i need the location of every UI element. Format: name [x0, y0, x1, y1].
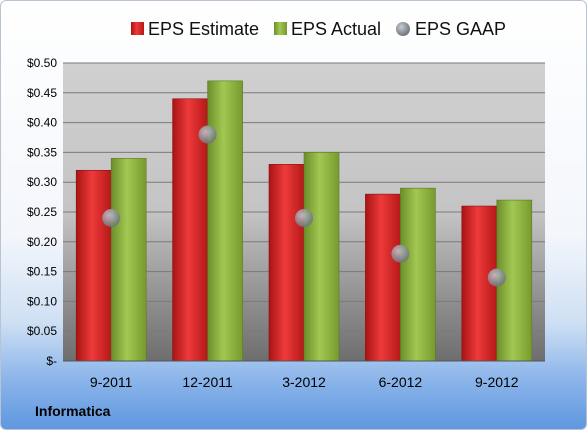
- legend-label-estimate: EPS Estimate: [148, 19, 259, 39]
- marker-eps-gaap: [295, 208, 313, 227]
- y-tick-label: $0.35: [27, 145, 57, 159]
- y-axis-ticks: $- $0.05 $0.10 $0.15 $0.20 $0.25 $0.30 $0.35 $0.…: [27, 56, 57, 368]
- y-tick-label: $0.30: [27, 175, 57, 189]
- bar-eps-estimate: [365, 193, 401, 362]
- marker-eps-gaap: [198, 125, 217, 144]
- y-tick-label: $0.25: [27, 205, 57, 219]
- legend-swatch-actual: [274, 22, 287, 35]
- x-tick-label: 9-2011: [90, 374, 133, 390]
- y-tick-label: $0.45: [27, 86, 57, 100]
- x-tick-label: 6-2012: [379, 374, 423, 390]
- marker-eps-gaap: [391, 244, 410, 263]
- legend-swatch-estimate: [131, 22, 144, 35]
- x-axis-ticks: 9-2011 12-2011 3-2012 6-2012 9-2012: [90, 374, 519, 390]
- bars: [75, 80, 533, 362]
- legend: EPS Estimate EPS Actual EPS GAAP: [131, 19, 506, 39]
- legend-swatch-gaap: [396, 22, 410, 36]
- y-tick-label: $0.40: [27, 116, 57, 130]
- x-tick-label: 9-2012: [475, 374, 519, 390]
- legend-label-actual: EPS Actual: [291, 19, 381, 39]
- marker-eps-gaap: [487, 268, 506, 287]
- bar-eps-actual: [110, 158, 147, 362]
- bar-eps-estimate: [172, 98, 208, 362]
- y-tick-label: $-: [46, 354, 57, 368]
- gaap-markers: [102, 125, 506, 287]
- y-tick-label: $0.10: [27, 294, 57, 308]
- y-tick-label: $0.50: [27, 56, 57, 70]
- legend-label-gaap: EPS GAAP: [415, 19, 506, 39]
- y-tick-label: $0.15: [27, 265, 57, 279]
- y-tick-label: $0.20: [27, 235, 57, 249]
- y-tick-label: $0.05: [27, 324, 57, 338]
- company-name: Informatica: [35, 403, 111, 419]
- bar-eps-actual: [400, 187, 436, 362]
- bar-eps-actual: [207, 80, 243, 362]
- bar-eps-estimate: [75, 169, 112, 362]
- marker-eps-gaap: [102, 208, 121, 227]
- x-tick-label: 12-2011: [182, 374, 233, 390]
- x-tick-label: 3-2012: [282, 374, 326, 390]
- bar-eps-actual: [303, 152, 340, 362]
- bar-eps-estimate: [268, 164, 305, 362]
